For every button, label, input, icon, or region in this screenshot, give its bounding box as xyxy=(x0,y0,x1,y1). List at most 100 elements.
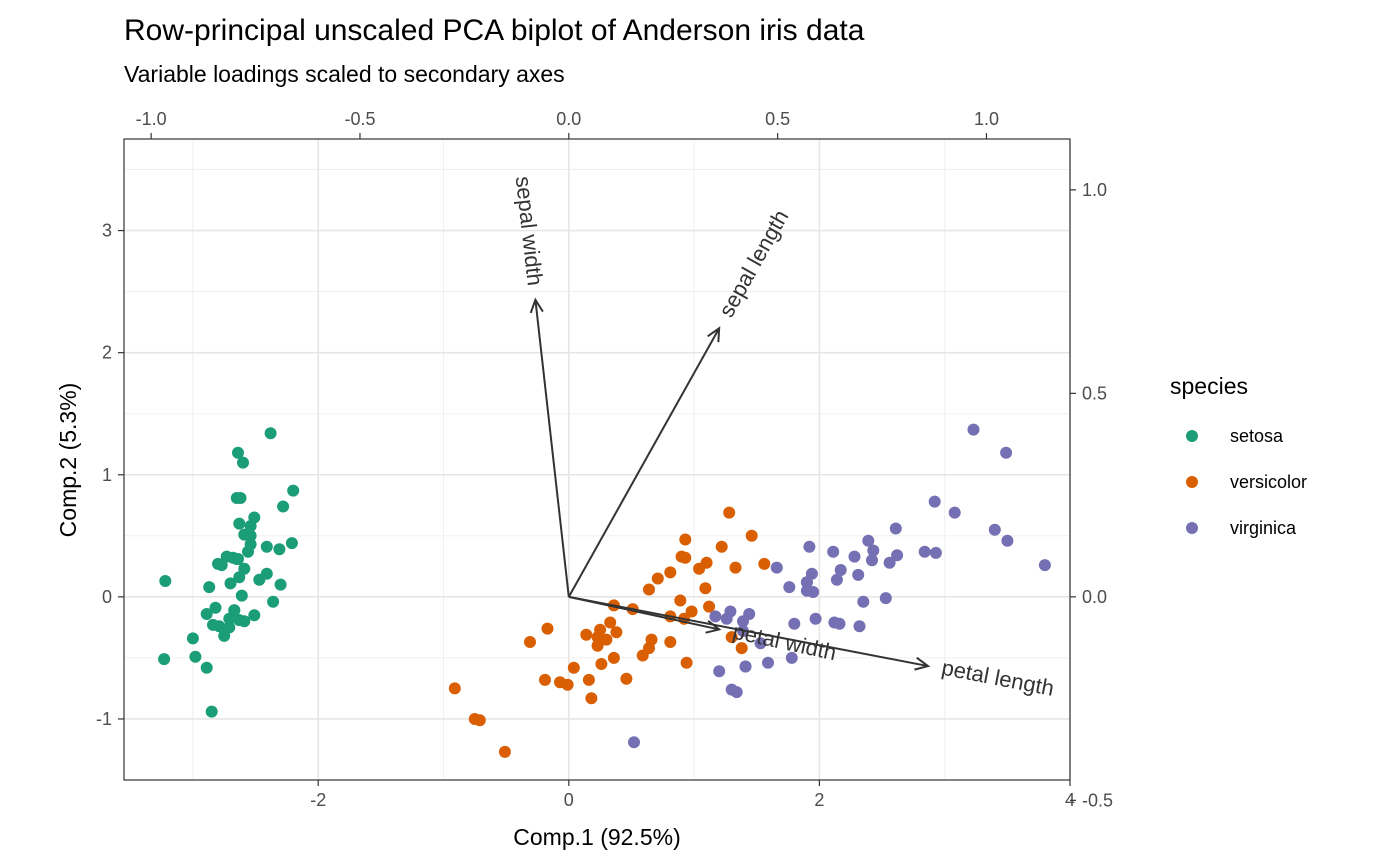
x-tick-label: -2 xyxy=(310,790,326,810)
point-versicolor xyxy=(725,631,738,644)
y-tick-label: 1 xyxy=(102,465,112,485)
arrowhead-petal-width xyxy=(705,620,722,634)
point-virginica xyxy=(724,605,737,618)
arrow-petal-width xyxy=(568,595,720,631)
point-virginica xyxy=(800,584,813,597)
y-tick-label: 3 xyxy=(102,221,112,241)
point-virginica xyxy=(867,544,880,557)
point-setosa xyxy=(273,543,286,556)
point-versicolor xyxy=(645,633,658,646)
point-versicolor xyxy=(539,673,551,686)
point-setosa xyxy=(244,520,257,532)
point-virginica xyxy=(1038,559,1051,572)
point-versicolor xyxy=(680,656,693,669)
point-versicolor xyxy=(607,651,620,664)
point-virginica xyxy=(809,612,822,625)
top-tick-label: -0.5 xyxy=(344,109,375,129)
point-versicolor xyxy=(585,692,598,705)
point-setosa xyxy=(232,553,244,565)
y-axis-title: Comp.2 (5.3%) xyxy=(55,383,81,538)
point-virginica xyxy=(770,561,783,574)
point-setosa xyxy=(260,567,273,580)
point-setosa xyxy=(158,653,171,666)
point-versicolor xyxy=(675,550,688,563)
y-tick-label: 0 xyxy=(102,587,112,607)
point-virginica xyxy=(834,564,847,576)
point-virginica xyxy=(918,545,931,558)
point-setosa xyxy=(186,632,199,645)
point-versicolor xyxy=(699,582,712,595)
point-versicolor xyxy=(664,636,677,648)
point-versicolor xyxy=(541,622,554,635)
point-virginica xyxy=(857,595,870,608)
point-virginica xyxy=(783,581,796,594)
point-setosa xyxy=(238,615,251,628)
point-versicolor xyxy=(473,714,486,727)
point-virginica xyxy=(883,556,896,569)
chart-subtitle: Variable loadings scaled to secondary ax… xyxy=(124,61,565,87)
arrowhead-sepal-length xyxy=(707,326,721,343)
point-virginica xyxy=(762,656,774,669)
point-setosa xyxy=(248,609,261,622)
point-setosa xyxy=(228,604,241,617)
point-setosa xyxy=(223,621,236,634)
point-virginica xyxy=(928,495,941,508)
point-versicolor xyxy=(636,649,649,662)
point-setosa xyxy=(224,577,237,590)
top-tick-label: 0.0 xyxy=(556,109,581,129)
legend-label-setosa: setosa xyxy=(1230,426,1284,446)
point-virginica xyxy=(929,546,942,559)
point-virginica xyxy=(709,610,722,623)
point-setosa xyxy=(215,559,228,572)
x-axis-title: Comp.1 (92.5%) xyxy=(513,824,680,850)
point-versicolor xyxy=(729,561,742,574)
point-setosa xyxy=(205,705,218,718)
point-versicolor xyxy=(664,566,677,579)
point-setosa xyxy=(209,601,222,614)
point-setosa xyxy=(242,545,254,558)
point-virginica xyxy=(988,523,1001,536)
grid xyxy=(124,139,1071,780)
point-virginica xyxy=(889,522,902,535)
legend-label-versicolor: versicolor xyxy=(1230,472,1307,492)
point-versicolor xyxy=(745,529,758,542)
point-versicolor xyxy=(651,572,664,585)
point-setosa xyxy=(238,562,251,575)
point-versicolor xyxy=(610,626,623,639)
point-setosa xyxy=(274,578,287,591)
point-setosa xyxy=(200,661,213,674)
point-virginica xyxy=(852,568,865,581)
point-setosa xyxy=(230,492,243,504)
arrowhead-petal-length xyxy=(914,656,931,671)
x-tick-label: 2 xyxy=(814,790,824,810)
point-virginica xyxy=(800,576,813,589)
point-setosa xyxy=(232,446,244,459)
point-virginica xyxy=(853,620,866,633)
point-setosa xyxy=(264,427,277,440)
point-versicolor xyxy=(758,557,771,570)
data-points xyxy=(158,423,1051,758)
point-virginica xyxy=(739,660,752,673)
point-virginica xyxy=(785,651,798,664)
point-versicolor xyxy=(620,672,633,685)
arrow-sepal-length xyxy=(567,327,721,598)
x-tick-label: 0 xyxy=(564,790,574,810)
point-setosa xyxy=(203,581,216,594)
panel-border xyxy=(123,138,1071,781)
point-versicolor xyxy=(703,600,716,613)
legend-label-virginica: virginica xyxy=(1230,518,1297,538)
right-tick-label: 0.0 xyxy=(1082,587,1107,607)
y-tick-label: 2 xyxy=(102,343,112,363)
point-virginica xyxy=(830,573,843,586)
point-setosa xyxy=(200,608,213,620)
point-virginica xyxy=(833,617,846,630)
point-virginica xyxy=(743,608,756,620)
point-setosa xyxy=(285,537,298,550)
point-virginica xyxy=(967,423,980,436)
legend-key-setosa xyxy=(1186,430,1198,442)
point-setosa xyxy=(277,500,290,513)
point-virginica xyxy=(788,617,801,630)
point-versicolor xyxy=(715,540,728,553)
